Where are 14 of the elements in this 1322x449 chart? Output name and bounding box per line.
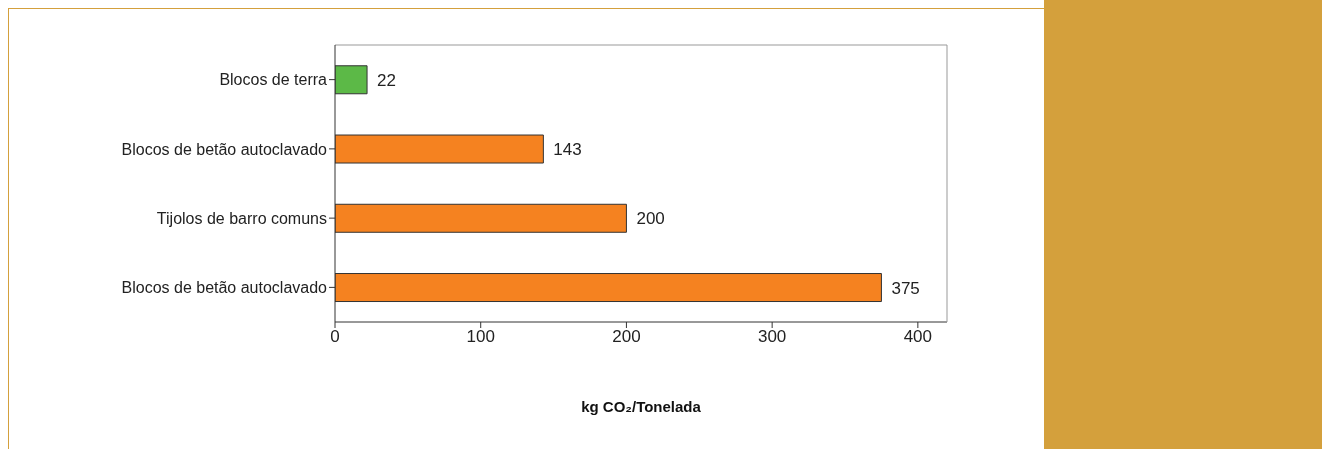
y-tick-label: Blocos de betão autoclavado — [121, 140, 328, 158]
y-tick-label: Blocos de betão autoclavado — [121, 279, 328, 297]
data-label: 200 — [636, 209, 665, 229]
data-label: 22 — [377, 70, 396, 90]
x-tick-label: 100 — [466, 327, 495, 347]
x-axis-title: kg CO₂/Tonelada — [580, 398, 702, 415]
x-tick-label: 200 — [612, 327, 641, 347]
x-tick-label: 0 — [330, 327, 340, 347]
x-tick-label: 400 — [903, 327, 933, 347]
x-tick-label: 300 — [757, 327, 787, 347]
y-tick-label: Blocos de terra — [219, 71, 328, 89]
data-label: 143 — [553, 140, 582, 160]
y-tick-label: Tijolos de barro comuns — [156, 209, 327, 227]
data-label: 375 — [891, 278, 920, 298]
